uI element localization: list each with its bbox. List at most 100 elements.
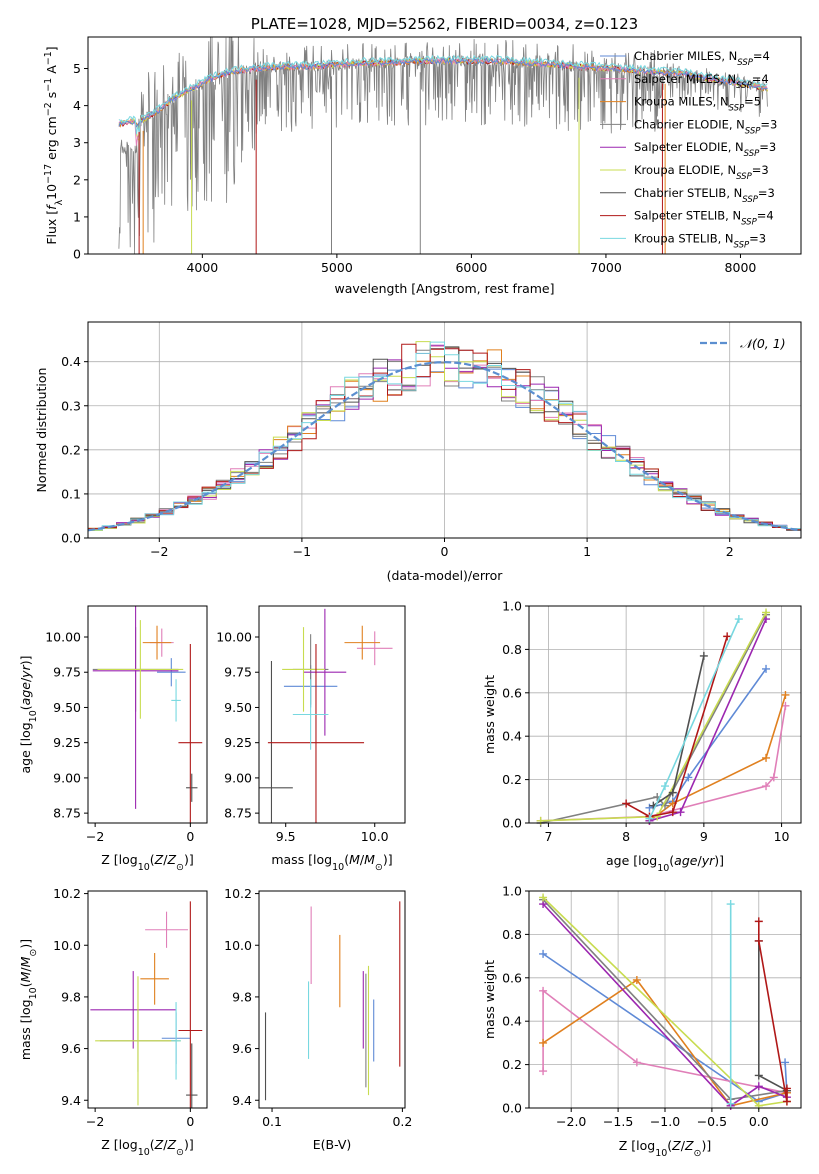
axes-frame <box>87 36 802 255</box>
data-point <box>539 1038 548 1047</box>
x-axis-label: Z [log10(Z/Z⊙)] <box>101 1137 194 1158</box>
data-point <box>539 986 548 995</box>
x-tick-label: 7 <box>544 829 552 844</box>
data-point <box>754 936 763 945</box>
y-tick-label: 0.4 <box>61 354 81 369</box>
x-tick-label: 0 <box>186 1114 194 1129</box>
data-point <box>762 608 771 617</box>
y-tick-label: 0.4 <box>502 1014 522 1029</box>
errorbar-kroupa-miles <box>142 625 172 660</box>
errorbar-kroupa-stelib <box>171 679 181 722</box>
plot-area <box>87 341 802 532</box>
y-tick-label: 9.4 <box>232 1093 252 1108</box>
y-axis-label: age [log10(age/yr)] <box>18 655 39 773</box>
series-line <box>540 614 767 824</box>
data-point <box>762 782 771 791</box>
x-axis-label: E(B-V) <box>313 1137 352 1152</box>
x-axis-label: (data-model)/error <box>387 568 504 583</box>
series-salpeter-stelib <box>754 917 791 1106</box>
y-tick-label: 0.8 <box>502 642 522 657</box>
y-tick-label: 9.6 <box>232 1041 252 1056</box>
data-point <box>539 1067 548 1076</box>
x-tick-label: −2.0 <box>556 1114 586 1129</box>
x-axis-label: wavelength [Angstrom, rest frame] <box>334 281 554 296</box>
gridlines <box>529 605 801 824</box>
series-line <box>542 978 788 1107</box>
errorbar-kroupa-stelib <box>292 679 329 750</box>
x-tick-label: 0 <box>441 544 449 559</box>
data-point <box>622 799 631 808</box>
y-tick-label: 10.2 <box>224 886 252 901</box>
panel-spectrum: 4000 5000 6000 7000 8000 0 1 2 3 4 5 wavelength [An… <box>43 36 802 296</box>
axes-frame <box>87 321 802 539</box>
plot-area <box>118 37 768 254</box>
y-tick-label: 9.25 <box>224 735 252 750</box>
data-point <box>781 1058 790 1067</box>
x-tick-label: −2 <box>86 1114 104 1129</box>
errorbar-kroupa-miles <box>344 625 381 660</box>
y-tick-label: 9.00 <box>53 770 81 785</box>
data-point <box>539 893 548 902</box>
x-axis-label: mass [log10(M/M⊙)] <box>271 852 392 873</box>
errorbar-salpeter-elodie <box>90 971 177 1049</box>
y-tick-label: 0.2 <box>502 1057 522 1072</box>
data-point <box>661 782 669 791</box>
y-tick-label: 9.4 <box>61 1093 81 1108</box>
axes-frame <box>87 605 208 824</box>
x-tick-label: −0.5 <box>697 1114 727 1129</box>
y-tick-label: 0.6 <box>502 685 522 700</box>
y-tick-label: 0.3 <box>61 398 81 413</box>
series-line <box>652 655 705 807</box>
y-tick-label: 0.1 <box>61 486 81 501</box>
legend-entry: Kroupa ELODIE, NSSP=3 <box>634 163 769 182</box>
data-point <box>632 975 641 984</box>
series-line <box>542 953 788 1103</box>
y-tick-label: 1 <box>73 209 81 224</box>
x-axis-label: Z [log10(Z/Z⊙)] <box>619 1138 712 1159</box>
series-line <box>649 694 787 822</box>
y-tick-label: 8.75 <box>53 806 81 821</box>
y-tick-label: 0.2 <box>502 772 522 787</box>
series-line <box>625 636 728 818</box>
data-point <box>632 1058 641 1067</box>
y-axis-label: Flux [fλ10−17 erg cm−2 s−1 A−1] <box>43 46 65 244</box>
y-axis-label: mass [log10(M/M⊙)] <box>18 939 39 1060</box>
y-tick-label: 9.8 <box>61 989 81 1004</box>
panel-mass_vs_Z: −2 0 9.4 9.6 9.8 10.0 10.2 Z [log10(Z/Z⊙)] mass … <box>18 886 208 1158</box>
errorbar-kroupa-miles <box>140 953 169 1005</box>
y-tick-label: 9.8 <box>232 989 252 1004</box>
plot-area <box>536 608 790 827</box>
y-tick-label: 2 <box>73 172 81 187</box>
data-point <box>782 1097 791 1106</box>
series-line-chabrier-miles <box>118 57 768 128</box>
y-tick-label: 9.75 <box>53 665 81 680</box>
data-point <box>754 1082 763 1091</box>
y-tick-label: 9.50 <box>53 700 81 715</box>
data-point <box>676 808 685 817</box>
errorbar-kroupa-elodie <box>97 620 184 719</box>
plot-area <box>90 901 203 1108</box>
axes-frame <box>87 890 208 1109</box>
legend-entry: Kroupa STELIB, NSSP=3 <box>634 231 766 250</box>
series-line <box>757 921 788 1102</box>
axes-frame <box>258 605 406 824</box>
x-tick-label: −1.5 <box>603 1114 633 1129</box>
panel-mass_vs_ebv: 0.1 0.2 9.4 9.6 9.8 10.0 10.2 E(B-V) <box>224 886 412 1152</box>
x-tick-label: 8000 <box>725 260 757 275</box>
panel-mass_weight_vs_age: 7 8 9 10 0.0 0.2 0.4 0.6 0.8 1.0 age [log10(age/yr… <box>482 599 802 874</box>
x-tick-label: 0.0 <box>749 1114 769 1129</box>
y-tick-label: 0.0 <box>502 1101 522 1116</box>
errorbar-salpeter-miles <box>145 911 188 948</box>
data-point <box>699 651 708 660</box>
data-point <box>668 808 677 817</box>
errorbar-salpeter-elodie <box>303 608 347 736</box>
x-tick-label: 7000 <box>590 260 622 275</box>
axes-frame <box>258 890 406 1109</box>
data-point <box>723 632 732 641</box>
data-point <box>762 753 771 762</box>
errorbar-salpeter-elodie <box>92 606 179 809</box>
series-line <box>542 903 788 1107</box>
y-tick-label: 0.6 <box>502 970 522 985</box>
y-tick-label: 0.4 <box>502 729 522 744</box>
y-tick-label: 0 <box>73 247 81 262</box>
